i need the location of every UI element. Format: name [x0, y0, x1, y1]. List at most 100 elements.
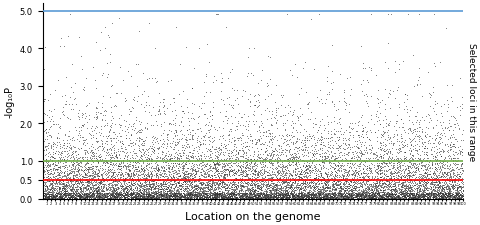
Point [173, 196, 181, 199]
Point [167, 185, 175, 189]
Point [228, 168, 236, 172]
Point [409, 172, 417, 176]
Point [423, 196, 431, 199]
Point [112, 193, 120, 196]
Point [202, 196, 209, 199]
Point [270, 170, 278, 174]
Point [124, 164, 132, 168]
Point [232, 163, 240, 167]
Point [425, 194, 432, 197]
Point [426, 183, 434, 186]
Point [142, 192, 149, 196]
Point [417, 135, 424, 138]
Point [191, 117, 198, 121]
Point [423, 188, 431, 192]
Point [182, 196, 190, 199]
Point [236, 183, 244, 186]
Point [300, 185, 307, 189]
Point [84, 186, 92, 190]
Point [393, 191, 400, 194]
Point [180, 171, 188, 174]
Point [421, 190, 429, 194]
Point [317, 197, 324, 200]
Point [276, 173, 284, 177]
Point [104, 187, 111, 191]
Point [302, 171, 310, 174]
Point [177, 189, 185, 193]
Point [432, 195, 440, 199]
Point [371, 196, 378, 200]
Point [312, 190, 320, 194]
Point [419, 191, 427, 195]
Point [137, 183, 145, 187]
Point [47, 192, 54, 196]
Point [96, 183, 104, 186]
Point [193, 193, 201, 196]
Point [442, 127, 449, 130]
Point [459, 197, 467, 200]
Point [396, 197, 404, 200]
Point [104, 175, 112, 179]
Point [139, 172, 147, 176]
Point [147, 182, 155, 186]
Point [97, 179, 105, 183]
Point [285, 194, 293, 197]
Point [202, 75, 209, 79]
Point [347, 185, 354, 189]
Point [269, 153, 277, 157]
Point [156, 172, 163, 176]
Point [117, 191, 125, 194]
Point [45, 98, 52, 102]
Point [383, 195, 391, 198]
Point [204, 193, 212, 197]
Point [422, 125, 430, 129]
Point [431, 146, 438, 150]
Point [364, 176, 372, 179]
Point [388, 193, 396, 197]
Point [265, 184, 273, 187]
Point [152, 191, 160, 195]
Point [380, 181, 388, 184]
Point [310, 185, 317, 189]
Point [379, 160, 386, 164]
Point [456, 128, 463, 132]
Point [317, 172, 325, 176]
Point [382, 191, 390, 195]
Point [63, 172, 71, 176]
Point [321, 194, 328, 198]
Point [134, 194, 142, 197]
Point [444, 193, 452, 197]
Point [317, 132, 324, 135]
Point [384, 179, 391, 183]
Point [55, 158, 62, 162]
Point [120, 194, 128, 198]
Point [360, 176, 368, 179]
Point [266, 161, 274, 165]
Point [252, 143, 260, 146]
Point [328, 194, 336, 198]
Point [49, 173, 57, 176]
Point [124, 127, 132, 131]
Point [57, 197, 65, 200]
Point [318, 196, 326, 199]
Point [171, 152, 179, 155]
Point [421, 196, 429, 200]
Point [430, 195, 438, 199]
Point [93, 182, 100, 185]
Point [238, 177, 246, 180]
Point [342, 167, 349, 171]
Point [218, 186, 226, 189]
Point [62, 163, 70, 167]
Point [90, 180, 97, 183]
Point [263, 178, 270, 182]
Point [292, 173, 300, 177]
Point [149, 195, 156, 198]
Point [121, 177, 129, 180]
Point [71, 196, 79, 199]
Point [80, 183, 87, 187]
Point [457, 150, 465, 154]
Point [439, 184, 446, 187]
Point [247, 195, 255, 199]
Point [302, 163, 310, 167]
Point [434, 185, 442, 189]
